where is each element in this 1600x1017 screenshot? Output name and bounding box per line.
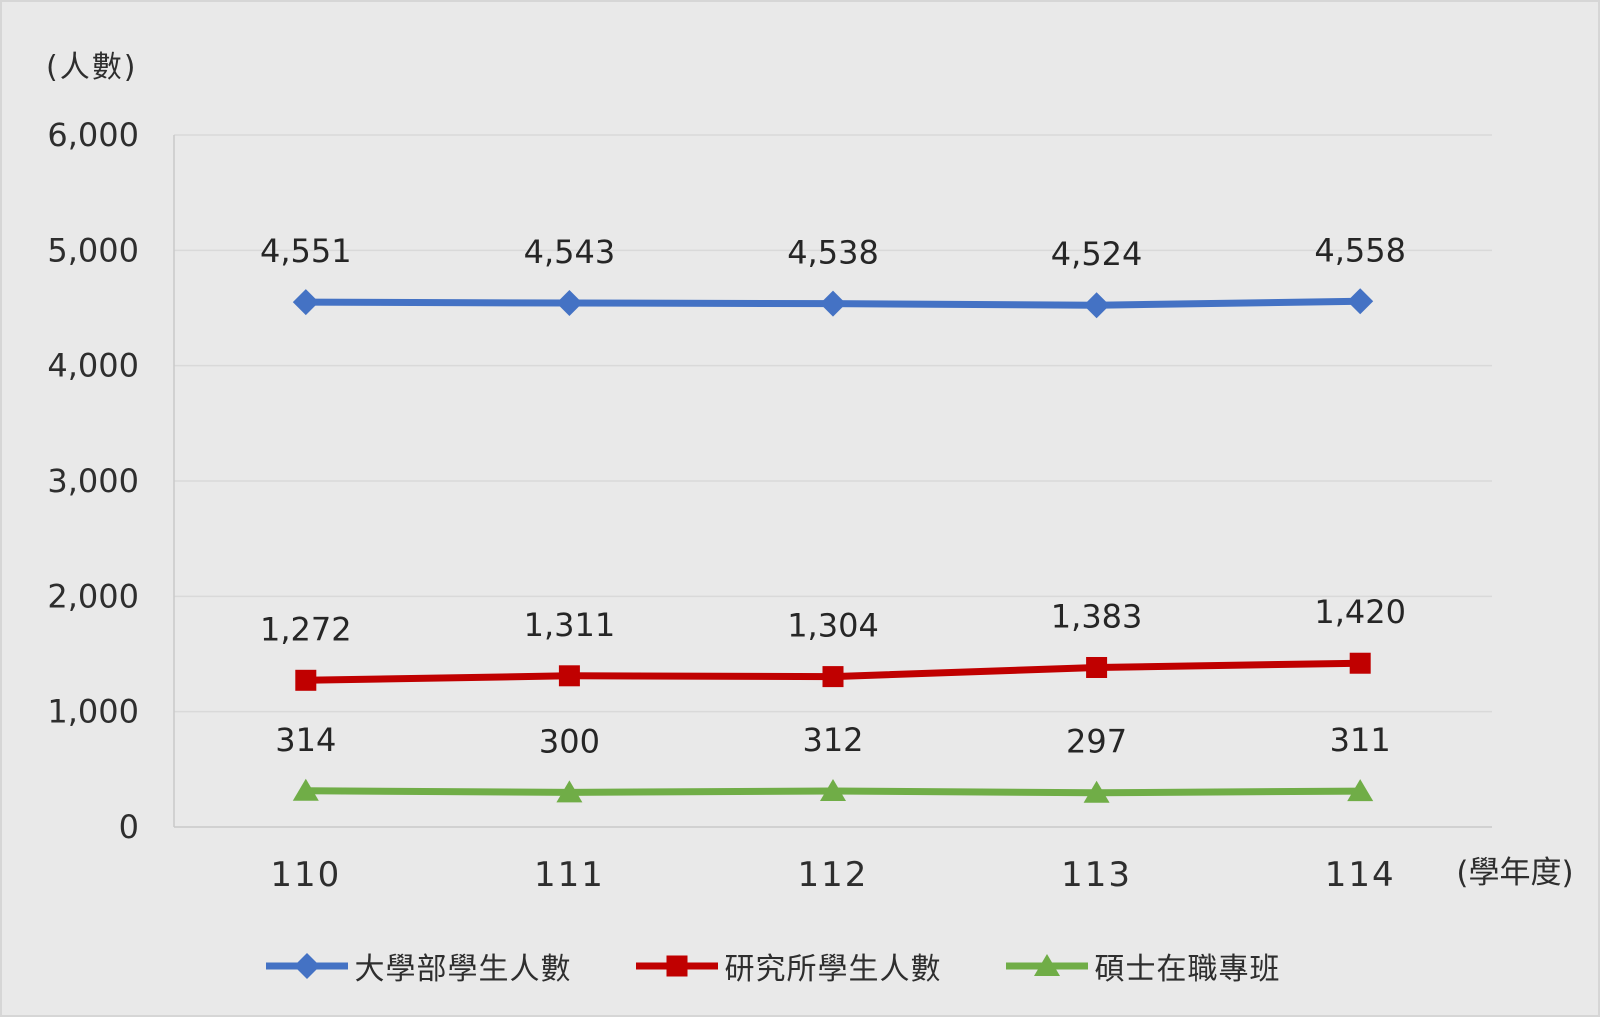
legend-item-0: 大學部學生人數 xyxy=(264,944,572,988)
triangle-marker-point-2-1 xyxy=(556,780,583,803)
legend-label-0: 大學部學生人數 xyxy=(354,952,572,987)
y-tick-label: 0 xyxy=(119,808,139,846)
x-tick-label: 111 xyxy=(534,855,605,895)
diamond-marker-point-0-0 xyxy=(292,289,319,316)
data-label: 1,272 xyxy=(260,610,352,648)
data-label: 4,543 xyxy=(524,233,616,271)
data-label: 1,420 xyxy=(1314,593,1406,631)
triangle-marker-point-2-0 xyxy=(292,778,319,801)
square-marker-point-1-3 xyxy=(1086,656,1108,678)
data-label: 1,311 xyxy=(524,606,616,644)
y-axis-unit-label: (人數) xyxy=(46,50,138,85)
y-tick-label: 5,000 xyxy=(47,231,139,269)
y-tick-label: 6,000 xyxy=(47,116,139,154)
legend: 大學部學生人數 研究所學生人數 碩士在職專班 xyxy=(2,944,1542,988)
diamond-marker-point-0-1 xyxy=(556,290,583,317)
diamond-marker-point-0-2 xyxy=(820,290,846,317)
square-marker-point-1-2 xyxy=(822,666,844,688)
triangle-marker-point-2-4 xyxy=(1347,779,1374,802)
x-tick-label: 113 xyxy=(1061,855,1132,895)
data-label: 314 xyxy=(275,721,336,759)
y-tick-label: 4,000 xyxy=(47,347,139,385)
y-tick-label: 2,000 xyxy=(47,577,139,615)
data-label: 312 xyxy=(802,721,863,759)
legend-item-2: 碩士在職專班 xyxy=(1004,944,1281,988)
legend-item-1: 研究所學生人數 xyxy=(634,944,942,988)
square-marker-point-1-1 xyxy=(558,665,580,687)
x-tick-label: 110 xyxy=(270,855,341,895)
triangle-legend-marker-icon xyxy=(1005,954,1088,976)
diamond-marker-point-0-3 xyxy=(1083,292,1110,319)
square-legend-marker-icon xyxy=(635,955,718,977)
y-tick-label: 1,000 xyxy=(47,693,139,731)
x-tick-label: 114 xyxy=(1325,855,1396,895)
diamond-marker-point-0-4 xyxy=(1347,288,1374,315)
data-label: 1,304 xyxy=(787,607,879,645)
square-marker-point-1-4 xyxy=(1349,652,1371,674)
data-label: 4,558 xyxy=(1314,231,1406,269)
triangle-marker-point-2-2 xyxy=(820,779,846,802)
triangle-marker-point-2-3 xyxy=(1083,780,1110,803)
data-label: 297 xyxy=(1066,723,1127,761)
plot-area: 0 1,000 2,000 3,000 4,000 5,000 6,000 110 111 112… xyxy=(47,116,1573,895)
data-label: 1,383 xyxy=(1051,597,1143,635)
data-label: 4,538 xyxy=(787,234,879,272)
data-label: 4,524 xyxy=(1051,235,1143,273)
data-label: 311 xyxy=(1330,721,1391,759)
legend-label-1: 研究所學生人數 xyxy=(724,952,942,987)
x-tick-label: 112 xyxy=(798,855,869,895)
square-marker-point-1-0 xyxy=(295,669,317,691)
data-label: 4,551 xyxy=(260,232,352,270)
x-axis-unit-label: (學年度) xyxy=(1456,855,1573,891)
data-label: 300 xyxy=(539,722,600,760)
diamond-legend-marker-icon xyxy=(265,953,348,979)
y-tick-label: 3,000 xyxy=(47,462,139,500)
legend-label-2: 碩士在職專班 xyxy=(1094,952,1281,987)
